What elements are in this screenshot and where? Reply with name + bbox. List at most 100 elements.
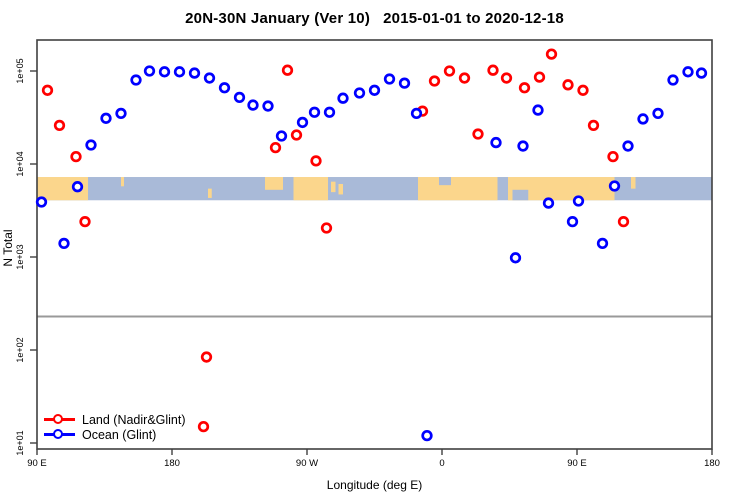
- ocean-point: [85, 139, 97, 151]
- ocean-point: [398, 77, 411, 89]
- y-tick-label: 1e+05: [15, 58, 25, 83]
- y-tick-label: 1e+01: [15, 430, 25, 455]
- land-point: [562, 79, 574, 91]
- land-point: [79, 215, 91, 228]
- ocean-point: [517, 140, 529, 152]
- ocean-point: [509, 252, 522, 264]
- land-point: [587, 119, 600, 132]
- land-point: [577, 84, 589, 96]
- ocean-point: [421, 429, 433, 442]
- land-point: [320, 222, 333, 234]
- ocean-point: [247, 99, 259, 111]
- x-tick-label: 180: [704, 458, 720, 469]
- map-band-land-segment: [338, 183, 343, 195]
- ocean-point: [410, 107, 423, 120]
- land-point: [53, 119, 66, 132]
- ocean-point: [353, 87, 366, 99]
- ocean-point: [233, 91, 246, 104]
- legend-item-ocean: Ocean (Glint): [44, 427, 186, 442]
- map-band-land-segment: [293, 177, 328, 201]
- ocean-point: [323, 106, 336, 118]
- ocean-point: [296, 116, 309, 129]
- ocean-point: [667, 74, 679, 86]
- land-point: [428, 75, 441, 87]
- land-point: [310, 155, 322, 167]
- ocean-point: [188, 67, 201, 79]
- ocean-point: [115, 107, 127, 120]
- ocean-point: [58, 237, 70, 250]
- ocean-point: [275, 130, 288, 142]
- ocean-point: [337, 92, 349, 104]
- land-point: [200, 351, 213, 363]
- ocean-point: [383, 73, 396, 85]
- x-axis-title: Longitude (deg E): [326, 478, 423, 492]
- y-tick-label: 1e+03: [15, 244, 25, 269]
- legend-label-land: Land (Nadir&Glint): [82, 412, 186, 427]
- land-point: [197, 420, 210, 433]
- land-point: [472, 128, 484, 140]
- ocean-point: [308, 106, 321, 118]
- x-tick-label: 90 E: [27, 458, 47, 469]
- x-tick-label: 90 W: [296, 458, 318, 469]
- map-band-water-patch: [512, 189, 529, 201]
- x-tick-label: 90 E: [567, 458, 587, 469]
- chart-title: 20N-30N January (Ver 10) 2015-01-01 to 2…: [185, 10, 564, 27]
- ocean-point: [566, 215, 579, 228]
- map-band-land-segment: [208, 188, 212, 198]
- map-band-water-patch: [439, 177, 451, 186]
- ocean-point: [173, 66, 186, 78]
- y-tick-label: 1e+02: [15, 337, 25, 362]
- ocean-point: [637, 113, 649, 125]
- ocean-point: [143, 65, 156, 77]
- land-point: [518, 82, 531, 94]
- land-point: [458, 72, 471, 84]
- land-point: [533, 71, 546, 83]
- ocean-point: [203, 72, 216, 84]
- map-band-land-segment: [631, 177, 636, 189]
- ocean-point: [368, 84, 381, 96]
- ocean-point: [622, 140, 634, 152]
- x-tick-label: 180: [164, 458, 180, 469]
- ocean-point: [572, 195, 585, 207]
- land-point: [70, 150, 82, 163]
- ocean-point: [608, 180, 621, 192]
- ocean-point: [596, 237, 609, 250]
- ocean-point: [262, 100, 274, 112]
- ocean-point: [682, 66, 694, 78]
- land-point: [443, 65, 456, 77]
- land-point: [500, 72, 513, 84]
- map-band-land-segment: [418, 177, 498, 201]
- ocean-point: [100, 112, 112, 124]
- ocean-point: [35, 196, 48, 208]
- ocean-point: [652, 107, 664, 120]
- land-point: [545, 48, 558, 60]
- ocean-point: [71, 181, 84, 193]
- legend-label-ocean: Ocean (Glint): [82, 427, 157, 442]
- land-point: [41, 84, 54, 96]
- land-point: [607, 150, 619, 163]
- land-point: [269, 141, 282, 154]
- ocean-point: [695, 67, 708, 79]
- ocean-point: [490, 136, 502, 149]
- ocean-point: [532, 104, 544, 116]
- ocean-point: [130, 74, 142, 86]
- land-point: [290, 129, 303, 141]
- map-band-land-segment: [121, 177, 124, 187]
- legend-marker-land-icon: [44, 413, 75, 426]
- ocean-point: [218, 82, 231, 94]
- land-point: [487, 64, 499, 76]
- y-tick-label: 1e+04: [15, 151, 25, 176]
- map-band-land-segment: [508, 177, 615, 201]
- x-tick-label: 0: [439, 458, 444, 469]
- ocean-point: [542, 197, 555, 209]
- legend-marker-ocean-icon: [44, 428, 75, 441]
- legend: Land (Nadir&Glint) Ocean (Glint): [44, 412, 186, 442]
- map-band-land-segment: [265, 177, 283, 190]
- legend-item-land: Land (Nadir&Glint): [44, 412, 186, 427]
- land-point: [281, 64, 294, 76]
- ocean-point: [158, 66, 171, 78]
- land-point: [617, 215, 630, 228]
- plot-border: [36, 39, 713, 450]
